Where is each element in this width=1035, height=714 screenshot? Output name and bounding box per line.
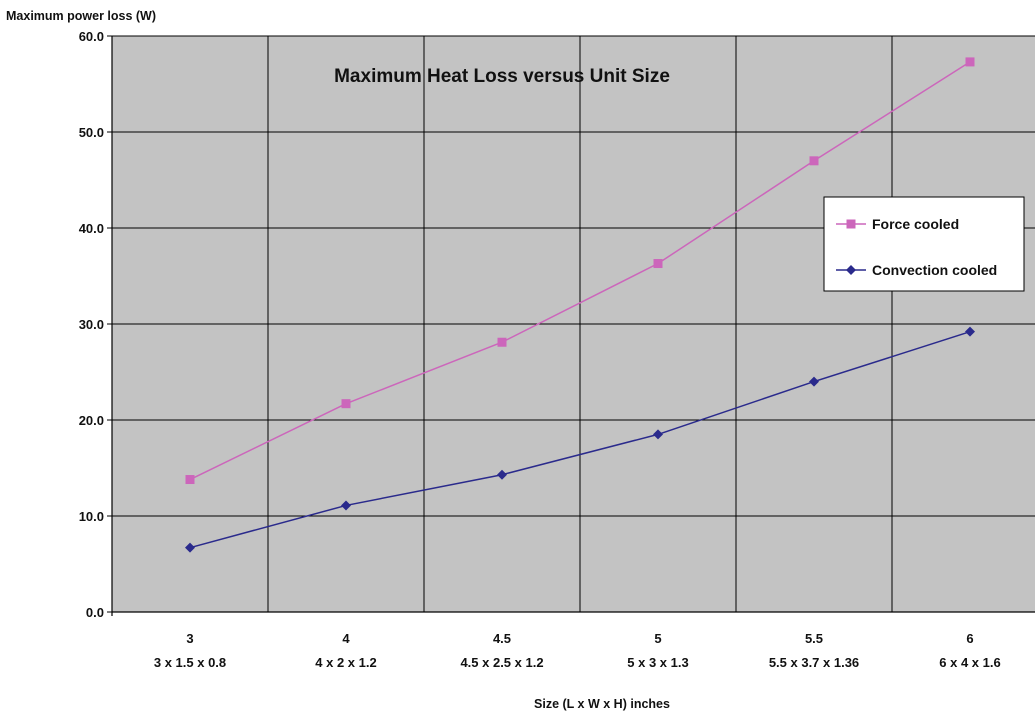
- data-point: [653, 429, 663, 440]
- gridlines: [112, 35, 1035, 612]
- data-point: [653, 259, 663, 269]
- data-point: [809, 156, 819, 166]
- legend-label: Convection cooled: [872, 262, 997, 278]
- data-point: [965, 326, 975, 337]
- y-tick-label: 40.0: [79, 221, 104, 236]
- chart-title: Maximum Heat Loss versus Unit Size: [334, 66, 670, 87]
- data-point: [185, 475, 195, 485]
- x-tick-label: 4.5: [493, 631, 511, 646]
- y-tick-label: 60.0: [79, 29, 104, 44]
- legend: Force cooled Convection cooled: [823, 196, 1025, 292]
- y-tick-label: 20.0: [79, 413, 104, 428]
- x-tick-label: 4: [342, 631, 350, 646]
- x-tick-size-label: 5.5 x 3.7 x 1.36: [769, 655, 859, 670]
- data-point: [185, 542, 195, 553]
- axes: [107, 35, 1035, 616]
- data-point: [341, 500, 351, 511]
- data-point: [809, 376, 819, 387]
- x-tick-size-label: 4.5 x 2.5 x 1.2: [460, 655, 543, 670]
- x-axis-title: Size (L x W x H) inches: [534, 697, 670, 711]
- data-point: [965, 57, 975, 67]
- x-tick-label: 6: [966, 631, 973, 646]
- x-tick-label: 5.5: [805, 631, 823, 646]
- y-tick-label: 50.0: [79, 125, 104, 140]
- x-tick-label: 5: [654, 631, 661, 646]
- series-line: [189, 330, 971, 549]
- y-tick-label: 10.0: [79, 509, 104, 524]
- legend-marker: [846, 265, 856, 275]
- series-line: [189, 61, 971, 481]
- legend-items: Force cooled Convection cooled: [836, 216, 997, 278]
- data-point: [497, 337, 507, 347]
- data-point: [341, 399, 351, 409]
- x-tick-size-label: 3 x 1.5 x 0.8: [154, 655, 226, 670]
- y-tick-labels: 0.0 10.0 20.0 30.0 40.0 50.0 60.0: [79, 29, 104, 620]
- x-tick-label: 3: [186, 631, 193, 646]
- legend-box: [823, 196, 1025, 292]
- y-axis-title: Maximum power loss (W): [6, 9, 156, 23]
- data-point: [497, 469, 507, 480]
- series: [185, 57, 975, 553]
- x-tick-size-label: 4 x 2 x 1.2: [315, 655, 376, 670]
- legend-label: Force cooled: [872, 216, 959, 232]
- series-force-cooled: [185, 57, 975, 485]
- x-tick-labels: 3 3 x 1.5 x 0.8 4 4 x 2 x 1.2 4.5 4.5 x 2.5 x…: [154, 631, 1001, 670]
- y-tick-label: 30.0: [79, 317, 104, 332]
- series-convection-cooled: [185, 326, 975, 553]
- x-tick-size-label: 5 x 3 x 1.3: [627, 655, 688, 670]
- y-tick-label: 0.0: [86, 605, 104, 620]
- legend-marker: [846, 219, 856, 229]
- x-tick-size-label: 6 x 4 x 1.6: [939, 655, 1000, 670]
